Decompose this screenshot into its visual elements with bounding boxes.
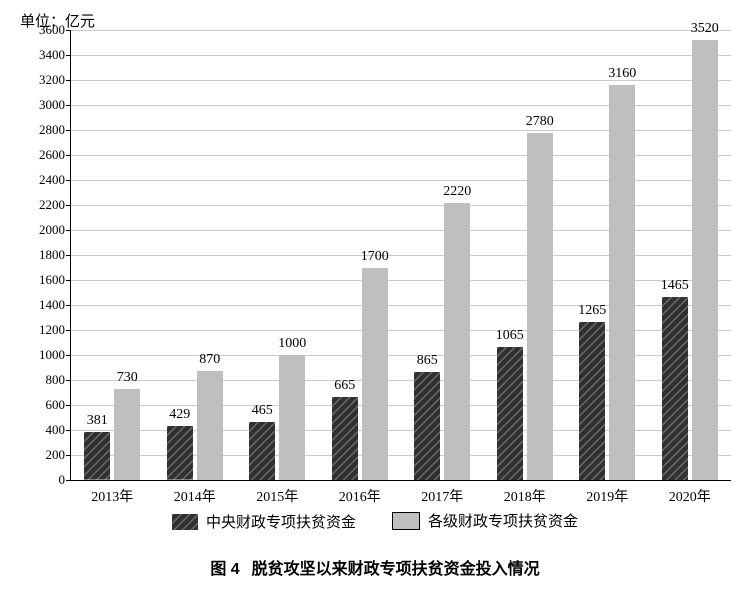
y-tick-label: 2200: [39, 197, 65, 213]
y-tick-mark: [66, 30, 71, 31]
bar: 730: [114, 389, 140, 480]
y-tick-mark: [66, 205, 71, 206]
bar-value-label: 870: [199, 352, 220, 368]
y-tick-label: 1600: [39, 272, 65, 288]
bar-value-label: 1065: [496, 328, 524, 344]
legend-item: 各级财政专项扶贫资金: [392, 510, 578, 531]
y-tick-mark: [66, 480, 71, 481]
y-tick-label: 3200: [39, 72, 65, 88]
y-tick-mark: [66, 105, 71, 106]
bar: 3520: [692, 40, 718, 480]
bar: 870: [197, 371, 223, 480]
bar-value-label: 3520: [691, 21, 719, 37]
y-tick-label: 800: [46, 372, 66, 388]
y-tick-label: 2800: [39, 122, 65, 138]
bar: 1265: [579, 322, 605, 480]
bar: 465: [249, 422, 275, 480]
bar: 1065: [497, 347, 523, 480]
bar: 865: [414, 372, 440, 480]
y-tick-label: 0: [59, 472, 66, 488]
bar-value-label: 3160: [608, 66, 636, 82]
x-tick-label: 2020年: [669, 486, 711, 506]
y-tick-mark: [66, 80, 71, 81]
bar-value-label: 1465: [661, 278, 689, 294]
gridline: [71, 30, 731, 31]
caption-text: 脱贫攻坚以来财政专项扶贫资金投入情况: [252, 561, 540, 578]
y-tick-mark: [66, 180, 71, 181]
bar: 3160: [609, 85, 635, 480]
y-tick-label: 1800: [39, 247, 65, 263]
x-tick-label: 2013年: [91, 486, 133, 506]
x-tick-label: 2015年: [256, 486, 298, 506]
bar-value-label: 665: [334, 378, 355, 394]
bar-value-label: 2780: [526, 114, 554, 130]
y-tick-label: 2000: [39, 222, 65, 238]
bar: 1465: [662, 297, 688, 480]
y-tick-label: 1000: [39, 347, 65, 363]
y-tick-label: 400: [46, 422, 66, 438]
x-tick-label: 2017年: [421, 486, 463, 506]
y-tick-mark: [66, 405, 71, 406]
y-tick-mark: [66, 305, 71, 306]
bar: 1700: [362, 268, 388, 481]
bar-value-label: 1265: [578, 303, 606, 319]
y-tick-label: 3400: [39, 47, 65, 63]
y-tick-label: 200: [46, 447, 66, 463]
y-tick-mark: [66, 130, 71, 131]
y-tick-label: 3000: [39, 97, 65, 113]
figure-caption: 图 4 脱贫攻坚以来财政专项扶贫资金投入情况: [0, 555, 750, 579]
y-tick-label: 600: [46, 397, 66, 413]
y-tick-mark: [66, 255, 71, 256]
bar-value-label: 465: [252, 403, 273, 419]
x-tick-label: 2018年: [504, 486, 546, 506]
legend-label: 各级财政专项扶贫资金: [428, 510, 578, 531]
y-tick-label: 1200: [39, 322, 65, 338]
x-tick-label: 2014年: [174, 486, 216, 506]
y-tick-mark: [66, 455, 71, 456]
bar: 2220: [444, 203, 470, 481]
plot-area: 0200400600800100012001400160018002000220…: [70, 30, 731, 481]
y-tick-label: 2600: [39, 147, 65, 163]
bar: 665: [332, 397, 358, 480]
bar-value-label: 865: [417, 353, 438, 369]
bar-value-label: 730: [117, 370, 138, 386]
x-tick-label: 2016年: [339, 486, 381, 506]
y-tick-mark: [66, 55, 71, 56]
bar: 2780: [527, 133, 553, 481]
figure-number: 图 4: [210, 561, 239, 578]
bar-value-label: 1000: [278, 336, 306, 352]
y-tick-mark: [66, 155, 71, 156]
bar-value-label: 381: [87, 413, 108, 429]
legend-swatch: [392, 512, 420, 530]
y-tick-label: 1400: [39, 297, 65, 313]
y-tick-mark: [66, 230, 71, 231]
legend-label: 中央财政专项扶贫资金: [206, 511, 356, 532]
y-tick-mark: [66, 355, 71, 356]
gridline: [71, 55, 731, 56]
legend-swatch: [172, 514, 198, 530]
bar: 429: [167, 426, 193, 480]
bar-value-label: 2220: [443, 184, 471, 200]
bar: 1000: [279, 355, 305, 480]
y-tick-label: 3600: [39, 22, 65, 38]
legend: 中央财政专项扶贫资金 各级财政专项扶贫资金: [0, 510, 750, 535]
bar-value-label: 1700: [361, 249, 389, 265]
y-tick-label: 2400: [39, 172, 65, 188]
legend-item: 中央财政专项扶贫资金: [172, 511, 356, 532]
y-tick-mark: [66, 430, 71, 431]
y-tick-mark: [66, 280, 71, 281]
chart-container: 单位：亿元 0200400600800100012001400160018002…: [0, 0, 750, 600]
bar-value-label: 429: [169, 407, 190, 423]
y-tick-mark: [66, 330, 71, 331]
y-tick-mark: [66, 380, 71, 381]
bar: 381: [84, 432, 110, 480]
x-tick-label: 2019年: [586, 486, 628, 506]
